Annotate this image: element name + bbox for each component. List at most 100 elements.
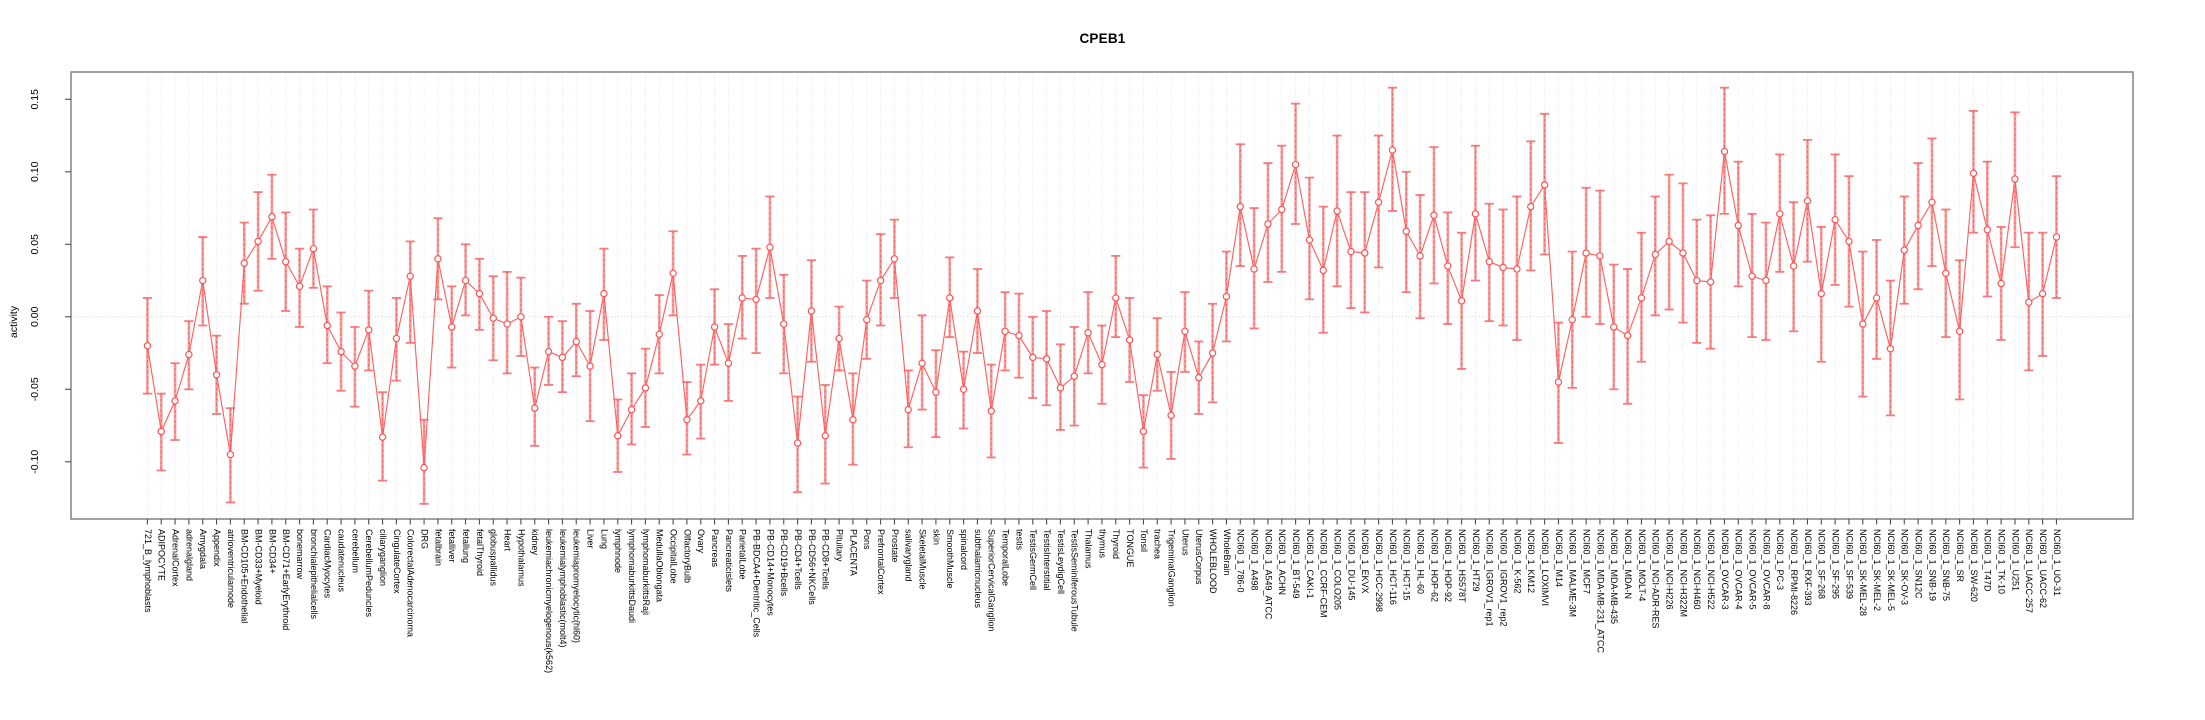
x-tick-label: NCI60_1_UACC-257	[2024, 529, 2034, 613]
x-tick-label: NCI60_1_TK-10	[1997, 529, 2007, 594]
x-tick-label: NCI60_1_T47D	[1983, 529, 1993, 592]
x-tick-label: OlfactoryBulb	[682, 529, 692, 583]
x-tick-label: NCI60_1_LOXIMVI	[1540, 529, 1550, 606]
data-point-marker	[1886, 345, 1895, 353]
x-tick-label: NCI60_1_UO-31	[2052, 529, 2062, 596]
x-tick-label: trachea	[1153, 529, 1163, 559]
x-tick-label: cerebellum	[350, 529, 360, 573]
data-point-marker	[1098, 360, 1106, 369]
data-point-marker	[932, 388, 940, 396]
x-tick-label: Tonsil	[1139, 529, 1149, 552]
x-tick-label: ADIPOCYTE	[157, 529, 167, 581]
x-tick-label: AdrenalCortex	[170, 529, 180, 587]
x-tick-label: NCI60_1_SF-295	[1831, 529, 1841, 599]
x-tick-label: Lung	[599, 529, 609, 549]
x-tick-label: caudatenucleus	[336, 529, 346, 593]
data-point-marker	[1264, 220, 1272, 228]
data-point-marker	[309, 244, 318, 253]
data-point-marker	[863, 316, 871, 324]
x-tick-label: TrigeminalGanglion	[1166, 529, 1176, 607]
x-tick-label: NCI60_1_BT-549	[1291, 529, 1301, 599]
x-tick-label: fetalliver	[447, 529, 457, 563]
data-point-marker	[268, 213, 276, 221]
data-point-marker	[2011, 175, 2019, 183]
x-tick-label: NCI60_1_PC-3	[1775, 529, 1785, 590]
data-point-marker	[1983, 226, 1991, 234]
x-tick-label: NCI60_1_HOP-92	[1443, 529, 1453, 602]
x-tick-label: Pituitary	[834, 529, 844, 562]
x-tick-label: atrioventricularnode	[226, 529, 236, 608]
x-tick-label: NCI60_1_EKVX	[1360, 529, 1370, 594]
data-point-marker	[240, 259, 248, 267]
data-point-marker	[752, 295, 760, 304]
data-point-marker	[282, 258, 290, 266]
x-tick-label: adrenalgland	[184, 529, 194, 581]
data-point-marker	[1748, 272, 1756, 280]
x-tick-label: Pons	[862, 529, 872, 550]
x-tick-label: NCI60_1_A498	[1249, 529, 1259, 591]
data-point-marker	[1222, 292, 1231, 301]
data-point-marker	[683, 416, 691, 424]
data-point-marker	[1319, 266, 1327, 275]
data-point-marker	[890, 255, 899, 263]
data-point-marker	[295, 282, 304, 291]
data-point-marker	[1540, 181, 1549, 189]
data-point-marker	[1734, 221, 1742, 230]
x-tick-label: BM-CD33+Myeloid	[253, 529, 263, 605]
data-point-marker	[1872, 294, 1881, 302]
data-point-marker	[1374, 198, 1383, 206]
data-point-marker	[1347, 247, 1355, 256]
x-tick-label: fetalbrain	[433, 529, 443, 566]
data-point-marker	[143, 342, 152, 350]
data-point-marker	[1112, 294, 1120, 302]
x-tick-label: kidney	[530, 529, 540, 556]
data-point-marker	[904, 405, 912, 414]
x-tick-label: Appendix	[212, 529, 222, 567]
data-point-marker	[531, 404, 539, 412]
data-point-marker	[1236, 202, 1244, 211]
x-tick-label: DRG	[419, 529, 429, 549]
y-axis-label: activity	[8, 305, 20, 338]
x-tick-label: TemporalLobe	[1000, 529, 1010, 586]
data-point-marker	[655, 330, 663, 338]
data-point-marker	[323, 321, 331, 330]
x-tick-label: NCI60_1_DU-145	[1346, 529, 1356, 601]
data-point-marker	[1416, 252, 1424, 260]
x-tick-label: TestisGermCell	[1028, 529, 1038, 590]
data-point-marker	[946, 294, 954, 302]
x-tick-label: PB-BDCA4+Dentritic_Cells	[751, 529, 761, 638]
data-point-marker	[793, 439, 802, 447]
y-tick-label: 0.00	[29, 306, 41, 327]
data-point-marker	[2025, 298, 2033, 306]
x-tick-label: salivarygland	[904, 529, 914, 582]
x-tick-label: NCI60_1_MCF7	[1582, 529, 1592, 594]
x-tick-label: UterusCorpus	[1194, 529, 1204, 585]
x-tick-label: NCI60_1_CCRF-CEM	[1319, 529, 1329, 618]
y-tick-label: -0.05	[29, 377, 41, 401]
data-point-marker	[503, 320, 511, 328]
x-tick-label: NCI60_1_SK-MEL-2	[1872, 529, 1882, 611]
data-point-marker	[351, 362, 359, 370]
x-tick-label: PrefrontalCortex	[876, 529, 886, 595]
data-point-marker	[1167, 411, 1175, 420]
data-point-marker	[1845, 237, 1853, 246]
x-tick-label: Thalamus	[1083, 529, 1093, 569]
x-tick-label: subthalamicnucleus	[973, 529, 983, 609]
x-tick-label: NCI60_1_MDA-MB-435	[1609, 529, 1619, 624]
data-point-marker	[1776, 210, 1784, 218]
data-point-marker	[1084, 329, 1092, 337]
x-tick-label: NCI60_1_SN12C	[1914, 529, 1924, 599]
x-tick-label: ParietalLobe	[738, 529, 748, 580]
series-markers	[143, 146, 2061, 472]
x-tick-label: PB-CD8+Tcells	[821, 529, 831, 590]
data-point-marker	[448, 323, 456, 331]
data-point-marker	[1402, 227, 1410, 235]
x-tick-label: CardiacMyocytes	[323, 529, 333, 599]
data-point-marker	[1942, 269, 1950, 277]
data-point-marker	[1457, 297, 1466, 305]
x-tick-label: NCI60_1_786-0	[1236, 529, 1246, 593]
x-tick-label: Prostate	[890, 529, 900, 563]
x-tick-label: 721_B_lymphoblasts	[143, 529, 153, 613]
x-tick-label: NCI60_1_KM12	[1526, 529, 1536, 593]
x-tick-label: Liver	[585, 529, 595, 549]
